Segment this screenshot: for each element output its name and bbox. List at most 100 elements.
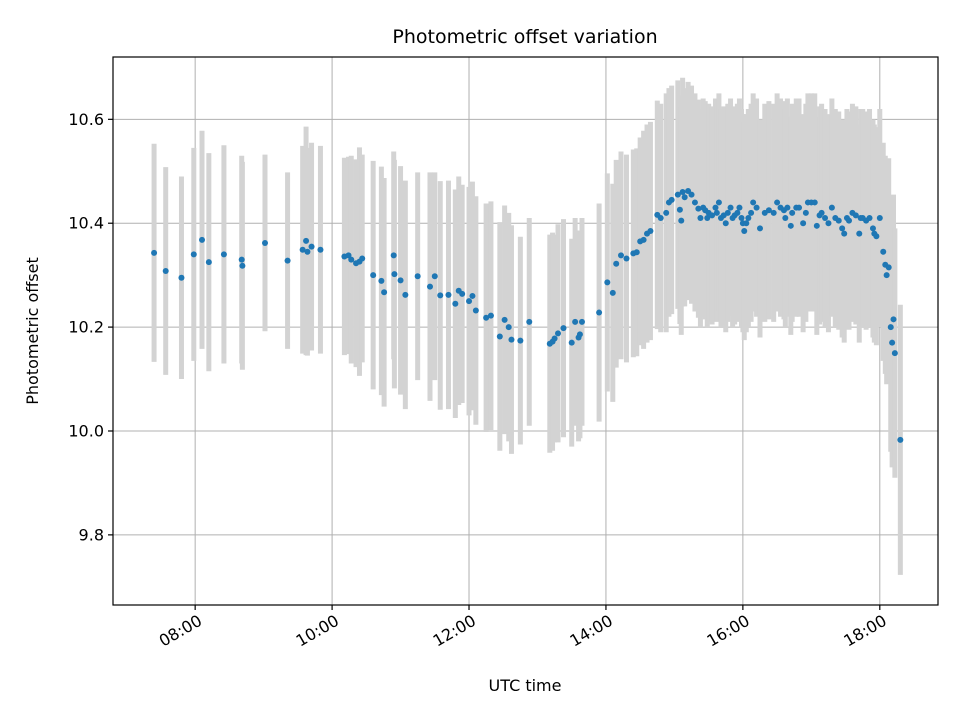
- data-point: [743, 220, 750, 227]
- y-tick-label: 10.6: [68, 110, 104, 129]
- y-tick-label: 9.8: [79, 525, 104, 544]
- data-point: [841, 230, 848, 237]
- data-point: [835, 217, 842, 224]
- data-point: [856, 230, 863, 237]
- data-point: [609, 289, 616, 296]
- data-point: [390, 252, 397, 259]
- plot-area: [151, 77, 904, 575]
- data-point: [784, 204, 791, 211]
- data-point: [889, 339, 896, 346]
- data-point: [560, 325, 567, 332]
- data-point: [414, 273, 421, 280]
- data-point: [668, 196, 675, 203]
- data-point: [724, 209, 731, 216]
- data-point: [348, 256, 355, 263]
- data-point: [753, 204, 760, 211]
- data-point: [555, 330, 562, 337]
- data-point: [885, 264, 892, 271]
- data-point: [876, 215, 883, 222]
- data-point: [576, 331, 583, 338]
- data-point: [151, 249, 158, 256]
- data-point: [802, 209, 809, 216]
- data-point: [359, 255, 366, 262]
- data-point: [378, 277, 385, 284]
- y-tick-label: 10.4: [68, 214, 104, 233]
- data-point: [722, 220, 729, 227]
- data-point: [845, 217, 852, 224]
- data-point: [869, 225, 876, 232]
- data-point: [741, 228, 748, 235]
- data-point: [736, 204, 743, 211]
- data-point: [738, 215, 745, 222]
- data-point: [445, 291, 452, 298]
- data-point: [897, 436, 904, 443]
- data-point: [883, 272, 890, 279]
- data-point: [818, 209, 825, 216]
- data-point: [676, 206, 683, 213]
- data-point: [578, 318, 585, 325]
- data-point: [681, 194, 688, 201]
- data-point: [891, 350, 898, 357]
- data-point: [647, 228, 654, 235]
- data-point: [472, 307, 479, 314]
- data-point: [501, 316, 508, 323]
- data-point: [811, 199, 818, 206]
- data-point: [370, 272, 377, 279]
- data-point: [623, 255, 630, 262]
- data-point: [496, 333, 503, 340]
- data-point: [551, 335, 558, 342]
- data-point: [199, 236, 206, 243]
- y-tick-label: 10.0: [68, 421, 104, 440]
- data-point: [852, 212, 859, 219]
- data-point: [508, 336, 515, 343]
- data-point: [679, 189, 686, 196]
- y-tick-label: 10.2: [68, 318, 104, 337]
- data-point: [618, 252, 625, 259]
- data-point: [426, 283, 433, 290]
- data-point: [887, 324, 894, 331]
- data-point: [178, 274, 185, 281]
- data-point: [402, 291, 409, 298]
- data-point: [866, 215, 873, 222]
- data-point: [748, 209, 755, 216]
- data-point: [381, 289, 388, 296]
- data-point: [800, 220, 807, 227]
- data-point: [391, 271, 398, 278]
- data-point: [828, 204, 835, 211]
- data-point: [317, 246, 324, 253]
- data-point: [238, 256, 245, 263]
- data-point: [727, 204, 734, 211]
- data-point: [308, 243, 315, 250]
- data-point: [787, 222, 794, 229]
- data-point: [633, 249, 640, 256]
- data-point: [688, 191, 695, 198]
- data-point: [873, 233, 880, 240]
- data-point: [162, 268, 169, 275]
- data-point: [697, 215, 704, 222]
- data-point: [397, 277, 404, 284]
- data-point: [774, 199, 781, 206]
- data-point: [745, 215, 752, 222]
- data-point: [663, 209, 670, 216]
- plot-frame: [112, 56, 939, 606]
- data-point: [304, 248, 311, 255]
- data-point: [220, 251, 227, 258]
- data-point: [568, 339, 575, 346]
- data-point: [483, 314, 490, 321]
- data-point: [709, 212, 716, 219]
- data-point: [715, 199, 722, 206]
- data-point: [678, 217, 685, 224]
- data-point: [572, 318, 579, 325]
- data-point: [437, 292, 444, 299]
- data-point: [299, 246, 306, 253]
- data-point: [890, 316, 897, 323]
- data-point: [239, 262, 246, 269]
- data-point: [765, 207, 772, 214]
- data-point: [704, 215, 711, 222]
- data-point: [734, 209, 741, 216]
- data-point: [880, 248, 887, 255]
- data-point: [640, 236, 647, 243]
- data-point: [205, 259, 212, 266]
- data-point: [596, 309, 603, 316]
